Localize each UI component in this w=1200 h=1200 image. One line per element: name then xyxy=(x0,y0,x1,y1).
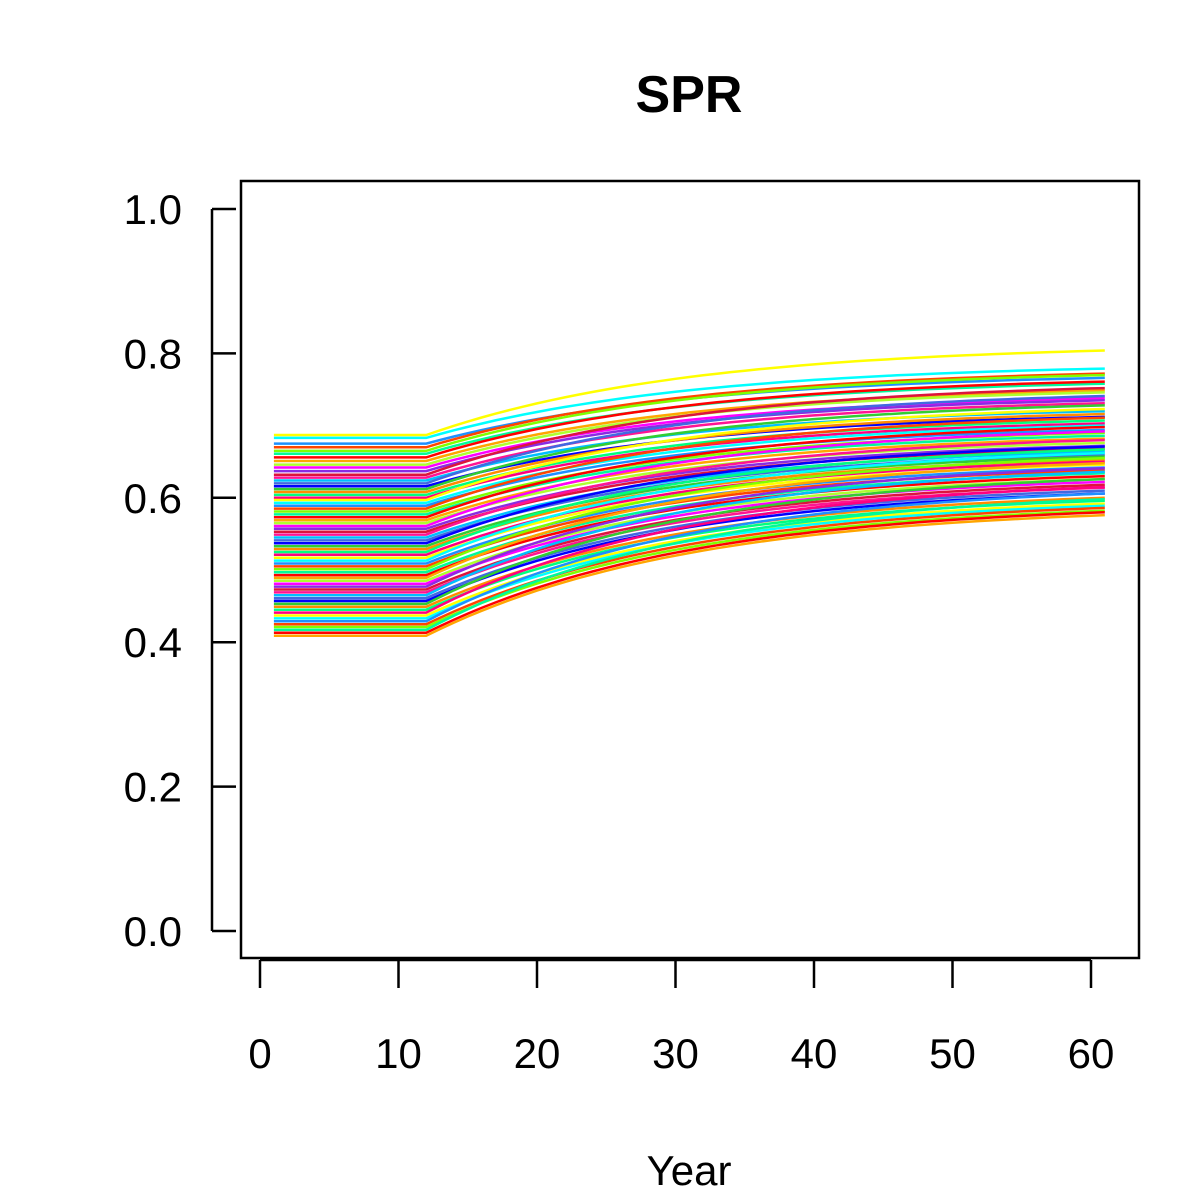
x-tick-label: 30 xyxy=(652,1030,699,1077)
spr-series-line xyxy=(273,509,1105,629)
spr-series-line xyxy=(273,513,1105,637)
spr-series-line xyxy=(273,470,1105,597)
spr-series-line xyxy=(273,430,1105,528)
spr-series-line xyxy=(273,445,1105,545)
spr-series-line xyxy=(273,373,1105,453)
x-tick-label: 10 xyxy=(375,1030,422,1077)
spr-series-line xyxy=(273,388,1105,463)
spr-series-line xyxy=(273,438,1105,536)
spr-series-line xyxy=(273,461,1105,580)
spr-series-line xyxy=(273,394,1105,485)
spr-series-line xyxy=(273,480,1105,585)
spr-series-line xyxy=(273,349,1105,437)
spr-series-line xyxy=(273,404,1105,491)
spr-series-line xyxy=(273,451,1105,562)
spr-series-line xyxy=(273,497,1105,632)
x-axis-title: Year xyxy=(647,1147,732,1194)
spr-series-line xyxy=(273,416,1105,510)
spr-series-line xyxy=(273,450,1105,539)
y-tick-label: 0.0 xyxy=(124,908,182,955)
x-tick-label: 20 xyxy=(514,1030,561,1077)
spr-series-line xyxy=(273,477,1105,606)
y-tick-label: 0.2 xyxy=(124,764,182,811)
y-tick-label: 1.0 xyxy=(124,186,182,233)
spr-series-line xyxy=(273,492,1105,623)
spr-series-line xyxy=(273,425,1105,519)
spr-series-line xyxy=(273,448,1105,554)
spr-series-line xyxy=(273,456,1105,571)
spr-series-line xyxy=(273,386,1105,476)
spr-series-line xyxy=(273,422,1105,500)
spr-series-line xyxy=(273,372,1105,449)
y-axis: 0.0 0.2 0.4 0.6 0.8 1.0 xyxy=(124,186,236,955)
plot-frame xyxy=(239,179,1141,960)
spr-series-line xyxy=(273,412,1105,494)
x-tick-label: 50 xyxy=(929,1030,976,1077)
spr-series-line xyxy=(273,367,1105,440)
spr-series-line xyxy=(273,444,1105,531)
x-axis: 0 10 20 30 40 50 60 xyxy=(248,958,1115,1077)
spr-series-line xyxy=(273,504,1105,620)
series-group xyxy=(273,349,1105,637)
spr-series-line xyxy=(273,485,1105,614)
chart-title: SPR xyxy=(636,66,743,124)
y-tick-label: 0.8 xyxy=(124,330,182,377)
spr-series-line xyxy=(273,437,1105,522)
x-tick-label: 0 xyxy=(248,1030,271,1077)
spr-series-line xyxy=(273,407,1105,502)
y-tick-label: 0.6 xyxy=(124,475,182,522)
spr-series-line xyxy=(273,380,1105,459)
x-tick-label: 60 xyxy=(1068,1030,1115,1077)
spr-series-line xyxy=(273,466,1105,588)
y-tick-label: 0.4 xyxy=(124,619,182,666)
x-tick-label: 40 xyxy=(791,1030,838,1077)
spr-series-line xyxy=(273,510,1105,635)
